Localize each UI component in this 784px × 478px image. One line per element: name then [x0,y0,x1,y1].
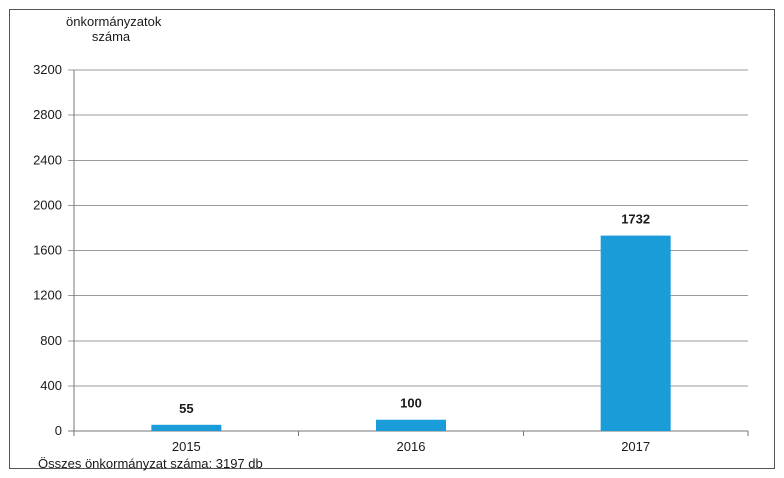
y-tick-label: 3200 [33,62,62,77]
bars [151,235,671,431]
y-tick-label: 800 [40,333,62,348]
data-label: 55 [179,401,193,416]
x-tick-label: 2016 [397,439,426,454]
bar [376,419,446,431]
y-tick-label: 2800 [33,107,62,122]
x-tick-label: 2015 [172,439,201,454]
y-tick-label: 2400 [33,152,62,167]
bar [151,424,222,431]
y-tick-label: 1600 [33,243,62,258]
y-tick-label: 1200 [33,288,62,303]
data-label: 1732 [621,212,650,227]
y-axis-title: önkormányzatok száma [66,14,162,44]
y-tick-label: 2000 [33,197,62,212]
y-axis-ticks: 0 400 800 1200 1600 2000 2400 2800 3200 [33,62,62,438]
total-note: Összes önkormányzat száma: 3197 db [38,456,263,471]
y-tick-label: 0 [55,423,62,438]
x-tick-label: 2017 [621,439,650,454]
data-label: 100 [400,396,422,411]
data-labels: 55 100 1732 [179,212,650,416]
chart-frame [9,9,775,469]
y-tick-label: 400 [40,378,62,393]
x-axis-ticks: 2015 2016 2017 [73,431,749,454]
bar [600,235,671,431]
